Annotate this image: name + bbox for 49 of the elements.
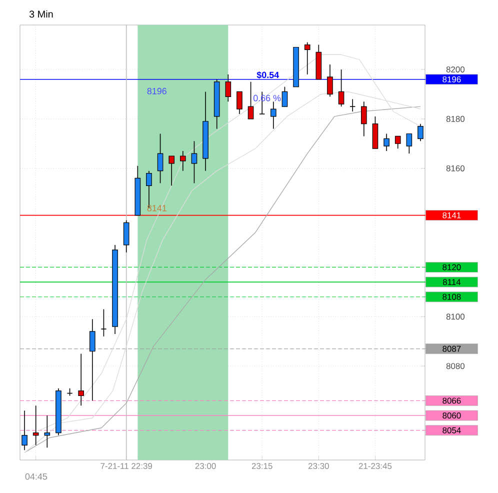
annotation: 8141 [147,204,166,212]
candlestick [236,91,242,114]
candlestick [270,101,276,130]
x-tick-label: 23:00 [195,463,216,470]
ref-line-label: 8066 [442,398,461,404]
candlestick [78,353,84,406]
candlestick [32,405,39,446]
candlestick [418,123,424,142]
candlestick [394,136,401,149]
candlestick [327,64,333,98]
y-tick-label: 8180 [446,116,465,122]
candlestick [248,81,254,120]
candlestick [100,308,107,337]
ref-line-label: 8196 [442,76,461,82]
candlestick [157,133,164,184]
ref-line-label: 8114 [442,279,461,286]
candlestick [168,156,174,186]
candlestick [44,415,50,448]
candlestick [123,220,130,253]
x-tick-label: 23:15 [252,463,272,470]
candlestick [225,74,232,102]
chart-title: 3 Min [29,10,53,18]
x-tick-label: 7-21-11 22:39 [100,463,152,470]
y-tick-label: 8200 [446,66,465,72]
text: 04:45 [25,473,48,480]
ref-line-label: 8141 [442,212,461,218]
x-tick-label: 21-23:45 [358,463,392,470]
candlestick [180,150,186,172]
candlestick [406,133,412,154]
y-tick-label: 8100 [446,314,465,320]
annotation: 8196 [147,88,166,94]
ref-line-label: 8054 [442,427,461,434]
y-tick-label: 8080 [446,363,465,370]
y-tick-label: 8160 [446,165,465,172]
candlestick [350,98,356,112]
candlestick [282,86,288,107]
ref-line-label: 8060 [442,412,461,419]
candlestick [361,101,367,137]
ref-line-label: 8108 [442,294,461,300]
ref-line-label: 8087 [442,346,461,352]
candlestick [22,410,28,451]
candlestick [338,69,344,107]
candlestick [191,140,198,184]
candlestick [384,133,390,152]
candlestick [90,318,96,402]
ref-line-label: 8120 [442,264,461,270]
x-tick-label: 23:30 [308,463,329,470]
annotation: $0.54 [256,71,280,79]
candlestick [304,42,310,75]
